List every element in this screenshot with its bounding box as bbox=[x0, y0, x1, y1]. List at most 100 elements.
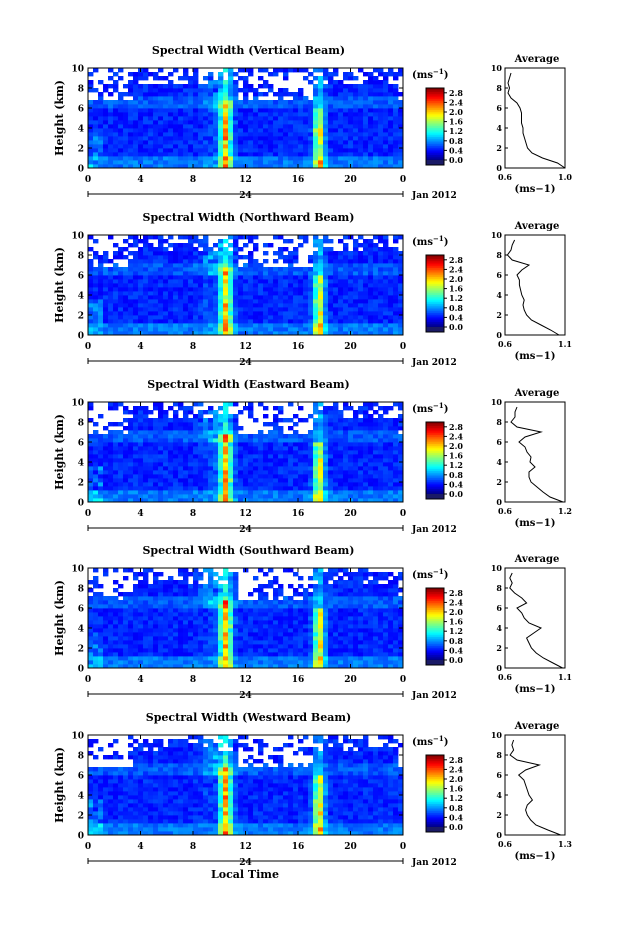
heatmap-cell bbox=[168, 450, 174, 455]
heatmap-cell bbox=[188, 494, 194, 499]
heatmap-cell bbox=[278, 136, 284, 141]
heatmap-cell bbox=[178, 279, 184, 284]
heatmap-cell bbox=[323, 72, 329, 77]
heatmap-cell bbox=[308, 323, 314, 328]
heatmap-cell bbox=[323, 490, 329, 495]
heatmap-cell bbox=[193, 319, 199, 324]
heatmap-cell bbox=[108, 331, 114, 336]
heatmap-cell bbox=[248, 482, 254, 487]
heatmap-cell bbox=[208, 112, 214, 117]
heatmap-cell bbox=[158, 430, 164, 435]
heatmap-cell bbox=[313, 446, 319, 451]
heatmap-cell bbox=[163, 136, 169, 141]
heatmap-cell bbox=[193, 148, 199, 153]
heatmap-cell bbox=[293, 446, 299, 451]
heatmap-cell bbox=[203, 327, 209, 332]
heatmap-cell bbox=[203, 490, 209, 495]
heatmap-cell bbox=[258, 112, 264, 117]
heatmap-cell bbox=[248, 84, 254, 89]
heatmap-cell bbox=[338, 156, 344, 161]
heatmap-cell bbox=[148, 584, 154, 589]
heatmap-cell bbox=[218, 307, 224, 312]
heatmap-cell bbox=[178, 259, 184, 264]
heatmap-cell bbox=[233, 243, 239, 248]
heatmap-cell bbox=[318, 112, 324, 117]
heatmap-cell bbox=[93, 132, 99, 137]
heatmap-cell bbox=[333, 156, 339, 161]
heatmap-cell bbox=[208, 291, 214, 296]
heatmap-cell bbox=[163, 632, 169, 637]
heatmap-cell bbox=[168, 652, 174, 657]
heatmap-cell bbox=[133, 283, 139, 288]
heatmap-cell bbox=[183, 84, 189, 89]
heatmap-cell bbox=[168, 160, 174, 165]
heatmap-cell bbox=[128, 275, 134, 280]
heatmap-cell bbox=[348, 474, 354, 479]
heatmap-cell bbox=[313, 283, 319, 288]
heatmap-cell bbox=[113, 402, 119, 407]
heatmap-cell bbox=[343, 482, 349, 487]
heatmap-cell bbox=[308, 136, 314, 141]
heatmap-cell bbox=[243, 112, 249, 117]
heatmap-cell bbox=[313, 152, 319, 157]
heatmap-cell bbox=[343, 486, 349, 491]
heatmap-cell bbox=[153, 624, 159, 629]
heatmap-cell bbox=[168, 640, 174, 645]
heatmap-cell bbox=[163, 255, 169, 260]
heatmap-cell bbox=[173, 632, 179, 637]
heatmap-cell bbox=[348, 279, 354, 284]
heatmap-cell bbox=[123, 92, 129, 97]
heatmap-cell bbox=[143, 144, 149, 149]
heatmap-cell bbox=[363, 466, 369, 471]
heatmap-cell bbox=[128, 486, 134, 491]
heatmap-cell bbox=[193, 466, 199, 471]
heatmap-cell bbox=[153, 108, 159, 113]
colorbar-tick-label: 0.0 bbox=[449, 489, 463, 499]
heatmap-cell bbox=[208, 303, 214, 308]
heatmap-cell bbox=[298, 466, 304, 471]
heatmap-cell bbox=[153, 275, 159, 280]
heatmap-cell bbox=[103, 144, 109, 149]
heatmap-cell bbox=[128, 291, 134, 296]
heatmap-cell bbox=[268, 454, 274, 459]
heatmap-cell bbox=[378, 136, 384, 141]
heatmap-cell bbox=[258, 303, 264, 308]
heatmap-cell bbox=[143, 84, 149, 89]
heatmap-cell bbox=[388, 454, 394, 459]
heatmap-cell bbox=[173, 279, 179, 284]
heatmap-cell bbox=[198, 414, 204, 419]
heatmap-cell bbox=[228, 132, 234, 137]
heatmap-cell bbox=[143, 478, 149, 483]
heatmap-cell bbox=[348, 442, 354, 447]
colorbar-swatch bbox=[426, 474, 444, 477]
heatmap-cell bbox=[213, 152, 219, 157]
heatmap-cell bbox=[348, 450, 354, 455]
heatmap-cell bbox=[383, 319, 389, 324]
heatmap-cell bbox=[328, 406, 334, 411]
heatmap-cell bbox=[343, 160, 349, 165]
heatmap-cell bbox=[283, 470, 289, 475]
heatmap-cell bbox=[193, 430, 199, 435]
heatmap-cell bbox=[113, 243, 119, 248]
heatmap-cell bbox=[173, 160, 179, 165]
heatmap-cell bbox=[223, 148, 229, 153]
heatmap-cell bbox=[303, 319, 309, 324]
heatmap-cell bbox=[173, 283, 179, 288]
heatmap-cell bbox=[178, 580, 184, 585]
colorbar-swatch bbox=[426, 434, 444, 437]
heatmap-cell bbox=[313, 88, 319, 93]
heatmap-cell bbox=[93, 608, 99, 613]
heatmap-cell bbox=[98, 442, 104, 447]
heatmap-cell bbox=[328, 430, 334, 435]
heatmap-cell bbox=[248, 251, 254, 256]
heatmap-cell bbox=[148, 243, 154, 248]
heatmap-cell bbox=[268, 315, 274, 320]
heatmap-cell bbox=[183, 128, 189, 133]
heatmap-cell bbox=[318, 164, 324, 169]
heatmap-cell bbox=[88, 652, 94, 657]
heatmap-cell bbox=[328, 414, 334, 419]
heatmap-cell bbox=[133, 156, 139, 161]
heatmap-cell bbox=[243, 299, 249, 304]
heatmap-cell bbox=[108, 490, 114, 495]
heatmap-cell bbox=[228, 271, 234, 276]
